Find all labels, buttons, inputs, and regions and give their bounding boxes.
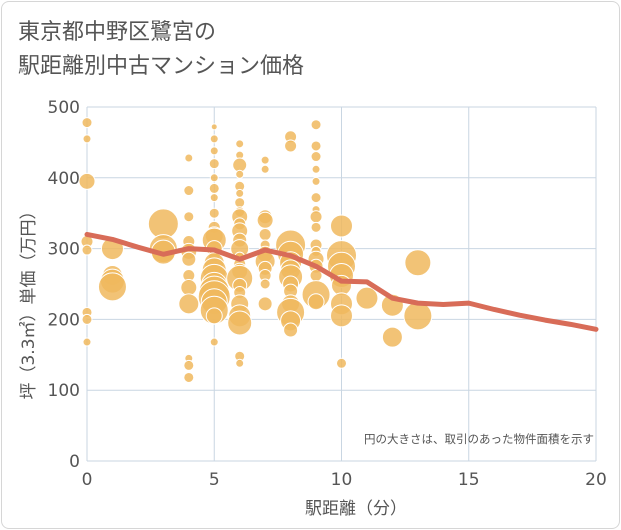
bubble-point <box>183 185 195 197</box>
y-axis-label: 坪（3.3㎡）単価（万円） <box>19 202 39 399</box>
x-tick-label: 0 <box>82 470 93 490</box>
bubble-point <box>184 153 194 163</box>
bubble-point <box>404 249 432 277</box>
bubble-point <box>309 210 323 224</box>
bubble-point <box>311 176 321 186</box>
y-tick-label: 200 <box>48 310 80 330</box>
bubble-point <box>78 172 96 190</box>
bubble-point <box>227 310 253 336</box>
bubble-point <box>257 296 273 312</box>
bubble-point <box>209 173 219 183</box>
bubble-point <box>283 322 299 338</box>
x-tick-label: 5 <box>209 470 220 490</box>
size-note: 円の大きさは、取引のあった物件面積を示す <box>364 432 594 446</box>
title-line-2: 駅距離別中古マンション価格 <box>18 54 305 79</box>
bubble-point <box>284 139 298 153</box>
bubble-point <box>336 357 347 369</box>
bubble-point <box>235 188 245 198</box>
bubble-point <box>183 359 195 371</box>
x-tick-labels: 0 5 10 15 20 <box>82 470 607 490</box>
bubble-point <box>260 164 270 174</box>
bubble-point <box>81 313 93 325</box>
bubble-point <box>178 293 200 315</box>
bubble-point <box>208 182 220 194</box>
bubble-point <box>209 134 219 144</box>
bubble-layer <box>78 117 433 383</box>
y-tick-label: 300 <box>48 240 80 260</box>
bubble-point <box>310 140 322 152</box>
bubble-point <box>235 358 245 368</box>
bubble-point <box>235 169 245 179</box>
page-title: 東京都中野区鷺宮の 駅距離別中古マンション価格 <box>18 16 304 84</box>
y-tick-label: 500 <box>48 98 80 118</box>
y-tick-labels: 0 100 200 300 400 500 <box>48 98 80 472</box>
bubble-point <box>209 193 219 203</box>
x-tick-label: 10 <box>331 470 353 490</box>
bubble-point <box>310 221 322 233</box>
y-tick-label: 0 <box>69 452 80 472</box>
y-tick-label: 100 <box>48 381 80 401</box>
bubble-point <box>208 158 220 170</box>
x-tick-label: 15 <box>458 470 480 490</box>
bubble-point <box>234 197 246 209</box>
trend-line <box>84 231 599 332</box>
bubble-point <box>82 134 92 144</box>
bubble-point <box>183 211 195 223</box>
bubble-point <box>180 279 198 297</box>
title-line-1: 東京都中野区鷺宮の <box>18 20 217 45</box>
x-tick-label: 20 <box>585 470 607 490</box>
bubble-point <box>259 278 271 290</box>
bubble-point <box>310 151 322 163</box>
bubble-point <box>208 207 220 219</box>
bubble-point <box>330 214 353 238</box>
x-axis-label: 駅距離（分） <box>305 499 407 519</box>
bubble-point <box>256 211 274 229</box>
bubble-point <box>82 337 92 347</box>
bubble-point <box>307 293 325 311</box>
bubble-point <box>381 326 403 348</box>
bubble-point <box>81 117 93 129</box>
bubble-point <box>181 251 197 267</box>
bubble-point <box>81 244 93 256</box>
bubble-point <box>260 155 270 165</box>
bubble-point <box>209 146 219 156</box>
bubble-point <box>311 164 321 174</box>
bubble-point <box>183 371 195 383</box>
bubble-point <box>310 192 322 204</box>
bubble-point <box>205 307 223 325</box>
bubble-point <box>235 139 245 149</box>
bubble-point <box>210 123 218 131</box>
trend-layer <box>84 231 599 332</box>
bubble-point <box>355 286 379 310</box>
bubble-point <box>258 227 272 241</box>
bubble-point <box>97 272 127 302</box>
bubble-point <box>330 304 353 328</box>
y-tick-label: 400 <box>48 169 80 189</box>
bubble-point <box>209 337 219 347</box>
bubble-point <box>310 119 322 131</box>
